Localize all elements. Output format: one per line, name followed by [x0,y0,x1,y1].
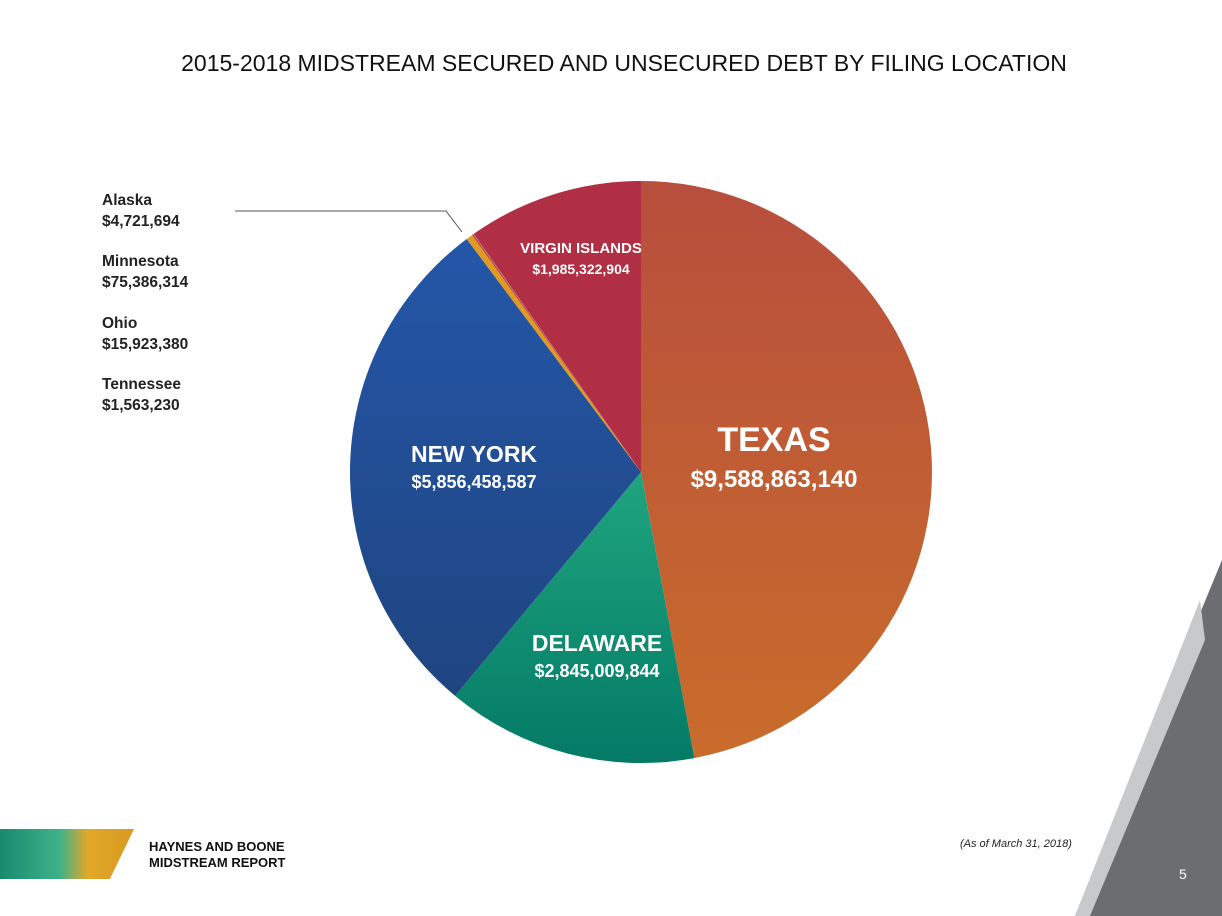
label-texas: TEXAS $9,588,863,140 [690,421,858,493]
pie-slice-ohio [472,234,641,472]
pie-slice-texas [641,181,933,759]
pie-slice-new-york [349,239,641,696]
report-logo-image [0,829,134,879]
corner-stripe [1075,600,1205,916]
pie-slice-alaska [473,233,641,472]
label-virgin-islands: VIRGIN ISLANDS $1,985,322,904 [520,240,642,277]
page-number: 5 [1179,866,1187,882]
pie-slice-minnesota [466,235,641,472]
legend-minnesota: Minnesota $75,386,314 [102,253,189,291]
legend-tennessee: Tennessee $1,563,230 [102,376,181,414]
pie-slice-virgin-islands [473,181,641,472]
label-delaware: DELAWARE $2,845,009,844 [531,630,663,681]
alaska-leader-line [235,210,463,233]
pie-slice-delaware [455,472,695,763]
as-of-date: (As of March 31, 2018) [960,838,1072,850]
label-new-york: NEW YORK $5,856,458,587 [410,441,538,492]
chart-title: 2015-2018 MIDSTREAM SECURED AND UNSECURE… [181,50,1067,76]
legend-alaska: Alaska $4,721,694 [102,192,180,230]
pie-slice-tennessee [473,234,641,472]
legend-ohio: Ohio $15,923,380 [102,315,189,353]
brand-text: HAYNES AND BOONE MIDSTREAM REPORT [149,839,286,870]
